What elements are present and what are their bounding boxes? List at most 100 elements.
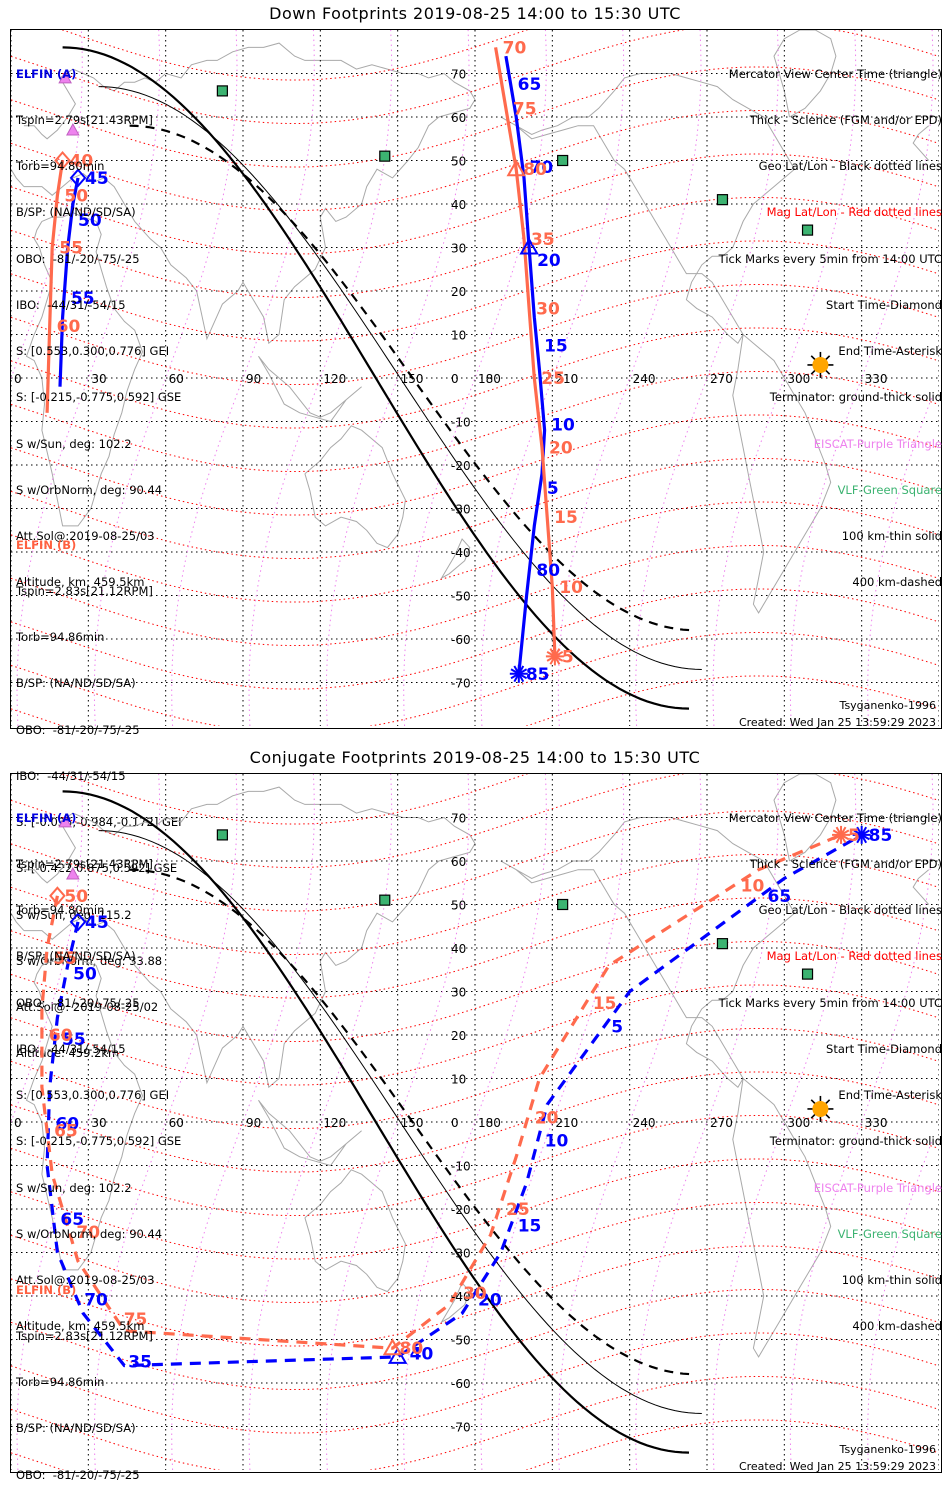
svg-text:65: 65 [518,75,542,95]
svg-text:40: 40 [451,198,466,212]
svg-text:90: 90 [246,1116,261,1130]
svg-text:300: 300 [787,1116,810,1130]
svg-text:80: 80 [523,160,547,180]
svg-text:25: 25 [541,369,565,389]
svg-text:50: 50 [451,155,466,169]
elfin-a-line: OBO: -81/-20/-75/-25 [16,251,140,266]
svg-text:5: 5 [562,647,574,667]
elfin-a-line: B/SP: (NA/ND/SD/SA) [16,949,136,964]
elfin-a-header: ELFIN (A) [16,810,77,825]
elfin-b-line: IBO: -44/31/-54/15 [16,768,126,783]
svg-text:40: 40 [410,1345,434,1365]
svg-text:85: 85 [526,665,550,685]
svg-text:45: 45 [85,169,109,189]
elfin-a-line: Torb=94.80min [16,903,105,918]
svg-text:50: 50 [64,186,88,206]
svg-text:20: 20 [535,1109,559,1129]
svg-text:40: 40 [70,152,94,172]
legend-item: Terminator: ground-thick solid [769,390,942,405]
svg-text:20: 20 [451,285,466,299]
plot-frame[interactable]: 0306090120150180210240270300330360706050… [10,29,942,729]
svg-text:150: 150 [401,1116,424,1130]
svg-text:20: 20 [549,439,573,459]
svg-text:10: 10 [551,416,575,436]
svg-text:-30: -30 [451,1247,471,1261]
svg-text:330: 330 [865,1116,888,1130]
svg-text:0: 0 [14,1116,22,1130]
legend-item: EISCAT-Purple Triangle [813,436,942,451]
elfin-a-line: Att.Sol@:2019-08-25/03 [16,529,155,543]
map-canvas[interactable]: 0306090120150180210240270300330360706050… [11,774,939,1470]
svg-text:-60: -60 [451,1377,471,1391]
svg-text:270: 270 [710,372,733,386]
elfin-a-line: OBO: -81/-20/-75/-25 [16,995,140,1010]
map-canvas[interactable]: 0306090120150180210240270300330360706050… [11,30,939,726]
legend-item: Mag Lat/Lon - Red dotted lines [766,205,942,220]
elfin-a-line: S w/Sun, deg: 102.2 [16,436,132,451]
elfin-b-info: ELFIN (B) Tspin=2.83s[21.12RPM] Torb=94.… [16,507,182,1092]
svg-text:-60: -60 [451,633,471,647]
svg-text:75: 75 [513,99,537,119]
svg-text:15: 15 [518,1217,542,1237]
svg-text:60: 60 [55,1114,79,1134]
svg-text:30: 30 [451,986,466,1000]
legend-item: VLF-Green Square [837,482,942,497]
svg-text:60: 60 [169,1116,184,1130]
elfin-b-line: Att.Sol@: 2019-08-25/02 [16,1000,159,1014]
svg-text:30: 30 [91,372,106,386]
svg-text:30: 30 [463,1284,487,1304]
elfin-a-line: S w/Sun, deg: 102.2 [16,1180,132,1195]
svg-text:65: 65 [768,887,792,907]
svg-text:150: 150 [401,372,424,386]
legend-item: 400 km-dashed [852,1319,942,1334]
elfin-a-line: Att.Sol@:2019-08-25/03 [16,1273,155,1287]
svg-text:0: 0 [451,372,459,386]
elfin-a-line: Altitude, km: 459.5km [16,1319,145,1334]
svg-text:10: 10 [545,1132,569,1152]
svg-text:270: 270 [710,1116,733,1130]
svg-text:30: 30 [536,299,560,319]
map-legend: Mercator View Center Time (triangle) Thi… [719,36,942,621]
legend-item: Tick Marks every 5min from 14:00 UTC [718,995,942,1010]
svg-text:15: 15 [554,508,578,528]
elfin-b-line: B/SP: (NA/ND/SD/SA) [16,1421,136,1436]
elfin-a-line: B/SP: (NA/ND/SD/SA) [16,205,136,220]
svg-text:65: 65 [60,1210,84,1230]
svg-text:-20: -20 [451,459,471,473]
elfin-b-line: Tspin=2.83s[21.12RPM] [16,584,153,599]
plot-frame[interactable]: 0306090120150180210240270300330360706050… [10,773,942,1473]
elfin-b-info: ELFIN (B) Tspin=2.83s[21.12RPM] Torb=94.… [16,1252,182,1500]
svg-text:-70: -70 [451,1421,471,1435]
created-timestamp: Created: Wed Jan 25 13:59:29 2023 [738,1460,936,1473]
svg-text:45: 45 [85,913,109,933]
model-credit: Tsyganenko-1996 [839,699,936,712]
svg-text:85: 85 [869,826,893,846]
svg-text:70: 70 [76,1223,100,1243]
svg-text:55: 55 [59,239,83,259]
elfin-b-header: ELFIN (B) [16,1282,77,1297]
svg-text:20: 20 [451,1029,466,1043]
svg-text:30: 30 [91,1116,106,1130]
panel-title: Conjugate Footprints 2019-08-25 14:00 to… [249,748,701,767]
svg-text:330: 330 [865,372,888,386]
legend-item: End Time-Asterisk [838,1088,942,1103]
panel-conjugate-footprints: Conjugate Footprints 2019-08-25 14:00 to… [0,748,950,1500]
svg-text:210: 210 [555,1116,578,1130]
elfin-a-line: S: [0.553,0.300,0.776] GEI [16,344,170,359]
svg-text:80: 80 [400,1339,424,1359]
elfin-b-line: Tspin=2.83s[21.12RPM] [16,1329,153,1344]
legend-item: Mag Lat/Lon - Red dotted lines [766,949,942,964]
svg-text:50: 50 [64,887,88,907]
elfin-a-line: S w/OrbNorm, deg: 90.44 [16,1226,163,1241]
legend-item: Terminator: ground-thick solid [769,1134,942,1149]
svg-text:-10: -10 [451,416,471,430]
svg-text:120: 120 [323,1116,346,1130]
svg-text:180: 180 [478,1116,501,1130]
legend-item: End Time-Asterisk [838,344,942,359]
svg-text:55: 55 [53,949,77,969]
panel-title: Down Footprints 2019-08-25 14:00 to 15:3… [269,4,681,23]
elfin-a-line: IBO: -44/31/-54/15 [16,1041,126,1056]
svg-text:240: 240 [633,1116,656,1130]
legend-item: EISCAT-Purple Triangle [813,1180,942,1195]
